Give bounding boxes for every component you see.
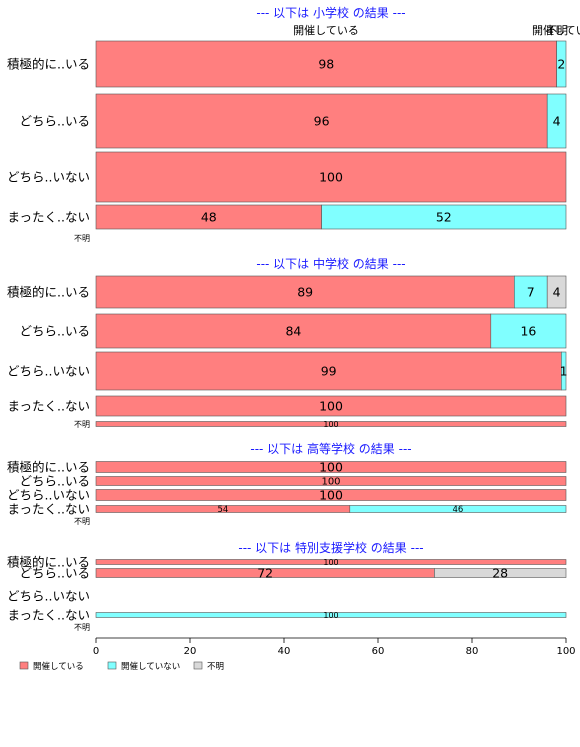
- category-label: 積極的に..いる: [7, 460, 90, 475]
- data-label: 100: [319, 488, 343, 503]
- column-label-held: 開催している: [293, 23, 359, 37]
- data-label: 48: [201, 210, 217, 225]
- data-label: 54: [217, 505, 228, 515]
- data-label: 28: [492, 566, 508, 581]
- bar-segment-held: [95, 151, 567, 203]
- bar-segment-held: [95, 461, 567, 473]
- x-tick-label: 80: [466, 646, 479, 657]
- data-label: 100: [323, 558, 338, 567]
- panel-title-3: --- 以下は 高等学校 の結果 ---: [250, 441, 411, 456]
- bar-segment-held: [95, 395, 567, 417]
- panel-title-2: --- 以下は 中学校 の結果 ---: [256, 256, 405, 271]
- bar-segment-held: [95, 559, 567, 565]
- category-label: どちら..いない: [7, 170, 90, 185]
- data-label: 99: [321, 364, 337, 379]
- x-tick-label: 60: [372, 646, 385, 657]
- bar-segment-not_held: [490, 313, 567, 349]
- x-tick-label: 100: [556, 646, 575, 657]
- category-label: 積極的に..いる: [7, 57, 90, 72]
- category-label: どちら..いない: [7, 364, 90, 379]
- data-label: 100: [321, 477, 340, 488]
- bar-segment-not_held: [349, 505, 567, 513]
- bar-segment-held: [95, 351, 562, 391]
- category-label: どちら..いない: [7, 488, 90, 503]
- category-label: まったく..ない: [8, 608, 90, 623]
- category-label: どちら..いる: [20, 114, 90, 129]
- column-label-unknown: 不明: [546, 24, 568, 37]
- category-label: まったく..ない: [8, 399, 90, 414]
- data-label: 1: [560, 364, 568, 379]
- legend-swatch-not_held: [107, 661, 117, 670]
- bar-segment-held: [95, 476, 567, 486]
- data-label: 96: [314, 114, 330, 129]
- data-label: 72: [257, 566, 273, 581]
- data-label: 100: [319, 399, 343, 414]
- bar-segment-held: [95, 313, 492, 349]
- bar-segment-not_held: [95, 612, 567, 618]
- column-label-not-held: 開催していない: [532, 23, 580, 37]
- category-label: 積極的に..いる: [7, 285, 90, 300]
- bar-segment-not_held: [321, 204, 567, 230]
- category-label: どちら..いる: [20, 474, 90, 489]
- bar-segment-held: [95, 275, 515, 309]
- category-label: まったく..ない: [8, 210, 90, 225]
- data-label: 100: [323, 420, 338, 429]
- data-label: 100: [319, 460, 343, 475]
- panel-title-4: --- 以下は 特別支援学校 の結果 ---: [238, 540, 423, 555]
- bar-segment-not_held: [560, 351, 567, 391]
- legend-label-unknown: 不明: [207, 662, 224, 672]
- panel-title-1: --- 以下は 小学校 の結果 ---: [256, 5, 405, 20]
- category-label: 不明: [74, 234, 90, 243]
- data-label: 4: [553, 285, 561, 300]
- category-label: どちら..いない: [7, 589, 90, 604]
- bar-segment-held: [95, 489, 567, 501]
- data-label: 46: [452, 505, 463, 515]
- data-label: 98: [318, 57, 334, 72]
- bar-segment-not_held: [546, 93, 567, 149]
- category-label: 不明: [74, 420, 90, 429]
- data-label: 2: [557, 57, 565, 72]
- category-label: 不明: [74, 517, 90, 526]
- data-label: 84: [285, 324, 301, 339]
- category-label: どちら..いる: [20, 566, 90, 581]
- category-label: どちら..いる: [20, 324, 90, 339]
- bar-segment-held: [95, 421, 567, 427]
- data-label: 100: [319, 170, 343, 185]
- bar-segment-unknown: [546, 275, 567, 309]
- legend-swatch-unknown: [193, 661, 203, 670]
- data-label: 100: [323, 611, 338, 620]
- bar-segment-not_held: [556, 40, 567, 88]
- legend-label-not_held: 開催していない: [121, 661, 180, 672]
- legend-label-held: 開催している: [33, 661, 84, 672]
- category-label: まったく..ない: [8, 502, 90, 517]
- data-label: 4: [553, 114, 561, 129]
- legend-swatch-held: [19, 661, 29, 670]
- bar-segment-unknown: [434, 568, 567, 578]
- x-tick-label: 0: [93, 646, 99, 657]
- data-label: 16: [520, 324, 536, 339]
- data-label: 52: [436, 210, 452, 225]
- bar-segment-not_held: [513, 275, 548, 309]
- category-label: 積極的に..いる: [7, 555, 90, 570]
- data-label: 89: [297, 285, 313, 300]
- data-label: 7: [527, 285, 535, 300]
- x-tick-label: 40: [278, 646, 291, 657]
- category-label: 不明: [74, 623, 90, 632]
- x-tick-label: 20: [184, 646, 197, 657]
